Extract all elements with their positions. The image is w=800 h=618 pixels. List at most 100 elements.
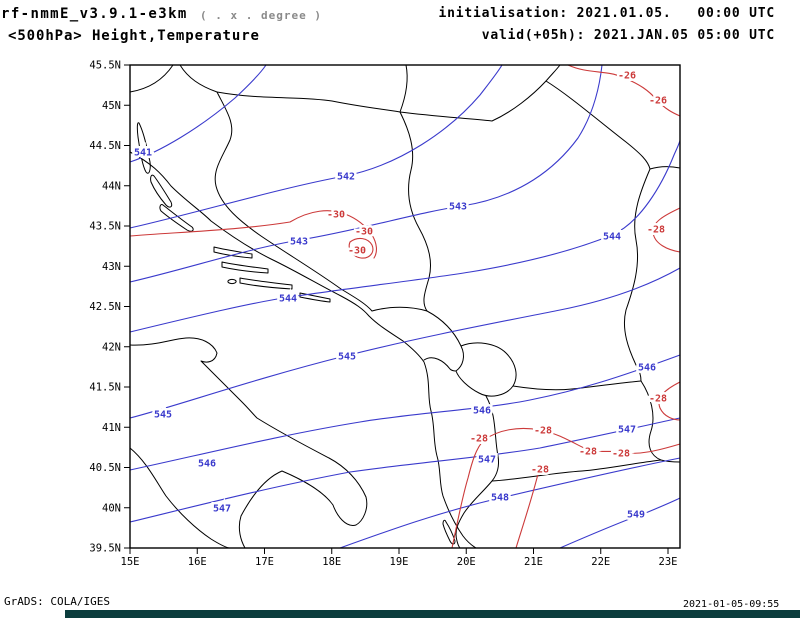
temp-contour-m26: [567, 64, 681, 117]
height-contours-layer: [129, 64, 681, 549]
temp-contour-m28-right-lower: [658, 381, 681, 421]
height-contour-label: 543: [290, 237, 308, 248]
temp-contour-m28-south-branch: [515, 473, 539, 549]
border-croatia-serbia-danube: [399, 64, 408, 113]
island-vis: [227, 278, 237, 285]
height-contour-label: 544: [603, 232, 621, 243]
coastline-italy-tyrrhenian: [129, 447, 230, 549]
lat-label: 44.5N: [89, 140, 121, 152]
temp-contour-label: -26: [618, 71, 636, 82]
island-hvar: [221, 261, 269, 274]
temp-contour-label: -28: [579, 447, 597, 458]
height-contour-542: [129, 64, 503, 229]
temp-contour-m28-right-upper: [652, 207, 681, 253]
lat-label: 44N: [102, 180, 121, 192]
border-albania-greece: [455, 480, 493, 549]
axis-labels-layer: 45.5N 45N 44.5N 44N 43.5N 43N 42.5N 42N 41.5N 41N…: [89, 60, 677, 569]
height-contour-label: 544: [279, 294, 297, 305]
island-dugi-otok: [159, 204, 194, 232]
lat-label: 41.5N: [89, 382, 121, 394]
temp-contour-label: -30: [327, 210, 345, 221]
height-contour-546: [129, 354, 681, 471]
border-montenegro-east: [426, 310, 464, 372]
border-kosovo: [455, 342, 517, 397]
height-contour-label: 543: [449, 202, 467, 213]
border-serbia-romania: [545, 80, 681, 170]
temp-contour-label: -26: [649, 96, 667, 107]
height-contour-label: 549: [627, 510, 645, 521]
border-bosnia-serbia: [399, 111, 432, 312]
island-korcula: [239, 277, 293, 290]
lat-label: 40.5N: [89, 462, 121, 474]
height-contour-label: 545: [154, 410, 172, 421]
temp-contour-m28-south-main: [451, 427, 681, 549]
height-labels-layer: 541 542 543 543 544 544 545 545 546 546 546 547 547 5…: [131, 145, 658, 523]
lon-label: 15E: [121, 556, 140, 568]
border-macedonia-greece: [491, 459, 662, 482]
height-contour-label: 547: [618, 425, 636, 436]
height-contour-label: 547: [213, 504, 231, 515]
height-contour-label: 546: [638, 363, 656, 374]
border-bosnia-west: [214, 91, 373, 312]
height-contour-label: 546: [473, 406, 491, 417]
border-macedonia-north: [512, 380, 642, 391]
lat-label: 42N: [102, 341, 121, 353]
lat-label: 42.5N: [89, 301, 121, 313]
coastline-adriatic-east: [129, 151, 477, 549]
lon-label: 23E: [659, 556, 678, 568]
height-contour-label: 546: [198, 459, 216, 470]
border-montenegro-albania: [423, 357, 457, 372]
lon-label: 22E: [591, 556, 610, 568]
lon-label: 20E: [457, 556, 476, 568]
creation-timestamp: 2021-01-05-09:55: [683, 599, 780, 610]
island-corfu: [442, 519, 456, 545]
temp-contour-label: -28: [531, 465, 549, 476]
lat-label: 45N: [102, 100, 121, 112]
lat-label: 40N: [102, 502, 121, 514]
temp-labels-layer: -26 -26 -30 -30 -30 -28 -28 -28 -28 -28 -28 -28: [324, 68, 669, 478]
temp-contour-label: -30: [348, 246, 366, 257]
lon-label: 19E: [390, 556, 409, 568]
lat-label: 43.5N: [89, 221, 121, 233]
island-cres: [136, 122, 151, 174]
coastline-italy-adriatic: [129, 337, 368, 549]
height-contour-label: 547: [478, 455, 496, 466]
valid-time-label: valid(+05h): 2021.JAN.05 05:00 UTC: [481, 28, 775, 43]
lat-label: 45.5N: [89, 60, 121, 72]
height-contour-549: [559, 497, 681, 549]
height-contour-545: [129, 267, 681, 419]
temp-contour-label: -30: [355, 227, 373, 238]
height-contour-label: 541: [134, 148, 152, 159]
coastlines-borders-layer: [129, 64, 681, 549]
height-contour-label: 545: [338, 352, 356, 363]
initialisation-label: initialisation: 2021.01.05. 00:00 UTC: [438, 6, 775, 21]
island-brac: [213, 246, 253, 259]
island-mljet: [299, 292, 331, 303]
border-sava-danube: [179, 64, 561, 122]
lat-label: 43N: [102, 261, 121, 273]
temp-contour-label: -28: [470, 434, 488, 445]
lon-label: 16E: [188, 556, 207, 568]
height-contour-544: [129, 139, 681, 333]
height-contour-547: [129, 417, 681, 523]
lon-label: 17E: [255, 556, 274, 568]
height-contour-543: [129, 64, 603, 283]
field-title: <500hPa> Height,Temperature: [8, 28, 260, 44]
temp-contours-layer: [129, 64, 681, 549]
model-title: rf-nmmE_v3.9.1-e3km: [1, 6, 188, 22]
border-serbia-bulgaria: [623, 168, 651, 382]
border-slovenia-croatia: [129, 64, 174, 93]
lat-label: 39.5N: [89, 543, 121, 555]
height-contour-label: 542: [337, 172, 355, 183]
border-montenegro-north: [371, 306, 428, 312]
temp-contour-label: -28: [649, 394, 667, 405]
island-pag: [150, 174, 173, 208]
height-contour-label: 548: [491, 493, 509, 504]
height-contour-541: [129, 64, 267, 163]
temp-contour-m30-main: [129, 210, 377, 259]
height-contour-548: [339, 457, 681, 549]
lon-label: 21E: [524, 556, 543, 568]
temp-contour-label: -28: [612, 449, 630, 460]
